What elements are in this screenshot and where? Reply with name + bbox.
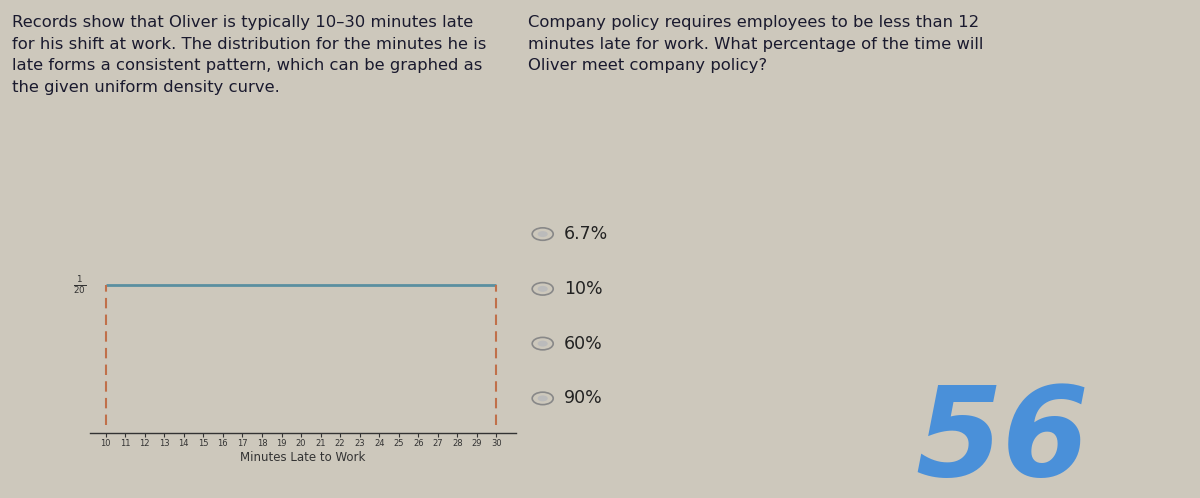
- Text: 10%: 10%: [564, 280, 602, 298]
- Text: Records show that Oliver is typically 10–30 minutes late
for his shift at work. : Records show that Oliver is typically 10…: [12, 15, 486, 95]
- Circle shape: [538, 341, 547, 347]
- Circle shape: [538, 231, 547, 237]
- Circle shape: [538, 286, 547, 292]
- Text: 60%: 60%: [564, 335, 602, 353]
- Circle shape: [538, 395, 547, 401]
- Text: Company policy requires employees to be less than 12
minutes late for work. What: Company policy requires employees to be …: [528, 15, 983, 73]
- X-axis label: Minutes Late to Work: Minutes Late to Work: [240, 451, 366, 464]
- Text: 56: 56: [916, 380, 1090, 498]
- Text: $\frac{1}{20}$: $\frac{1}{20}$: [73, 273, 86, 295]
- Text: 90%: 90%: [564, 389, 602, 407]
- Text: 6.7%: 6.7%: [564, 225, 608, 243]
